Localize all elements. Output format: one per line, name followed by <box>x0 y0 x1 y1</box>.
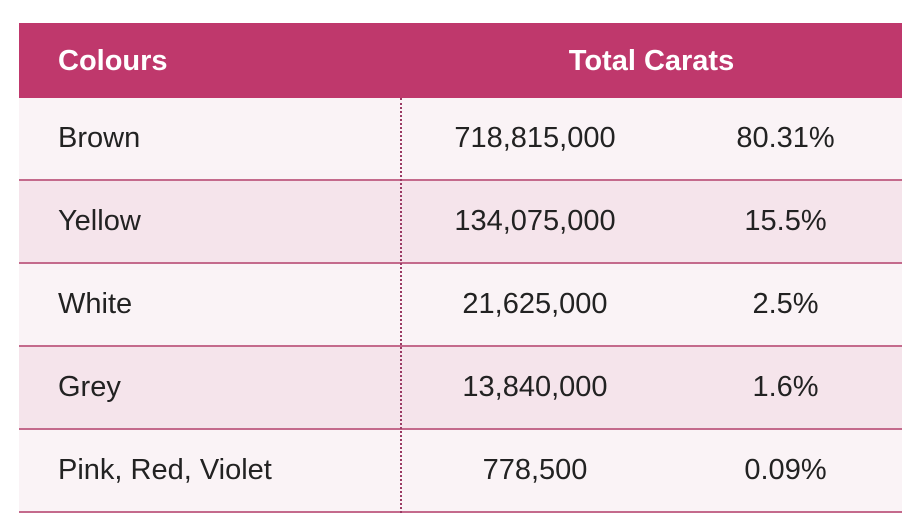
carats-table: Colours Total Carats Brown 718,815,000 8… <box>19 23 902 513</box>
cell-colour: Pink, Red, Violet <box>58 454 272 486</box>
table-header: Colours Total Carats <box>19 23 902 98</box>
cell-percent: 15.5% <box>744 205 827 237</box>
table-row: White 21,625,000 2.5% <box>19 264 902 347</box>
header-colours: Colours <box>58 45 168 77</box>
cell-carats: 718,815,000 <box>454 122 616 154</box>
table-row: Pink, Red, Violet 778,500 0.09% <box>19 430 902 513</box>
column-divider <box>400 98 402 513</box>
cell-colour: Yellow <box>58 205 141 237</box>
cell-carats: 134,075,000 <box>454 205 616 237</box>
table-row: Brown 718,815,000 80.31% <box>19 98 902 181</box>
cell-percent: 80.31% <box>736 122 835 154</box>
cell-colour: White <box>58 288 133 320</box>
cell-percent: 0.09% <box>744 454 827 486</box>
table-row: Yellow 134,075,000 15.5% <box>19 181 902 264</box>
cell-colour: Grey <box>58 371 121 403</box>
cell-carats: 778,500 <box>482 454 588 486</box>
cell-percent: 1.6% <box>752 371 819 403</box>
table-row: Grey 13,840,000 1.6% <box>19 347 902 430</box>
header-total-carats: Total Carats <box>568 45 735 77</box>
cell-carats: 21,625,000 <box>462 288 608 320</box>
cell-carats: 13,840,000 <box>462 371 608 403</box>
cell-percent: 2.5% <box>752 288 819 320</box>
cell-colour: Brown <box>58 122 141 154</box>
